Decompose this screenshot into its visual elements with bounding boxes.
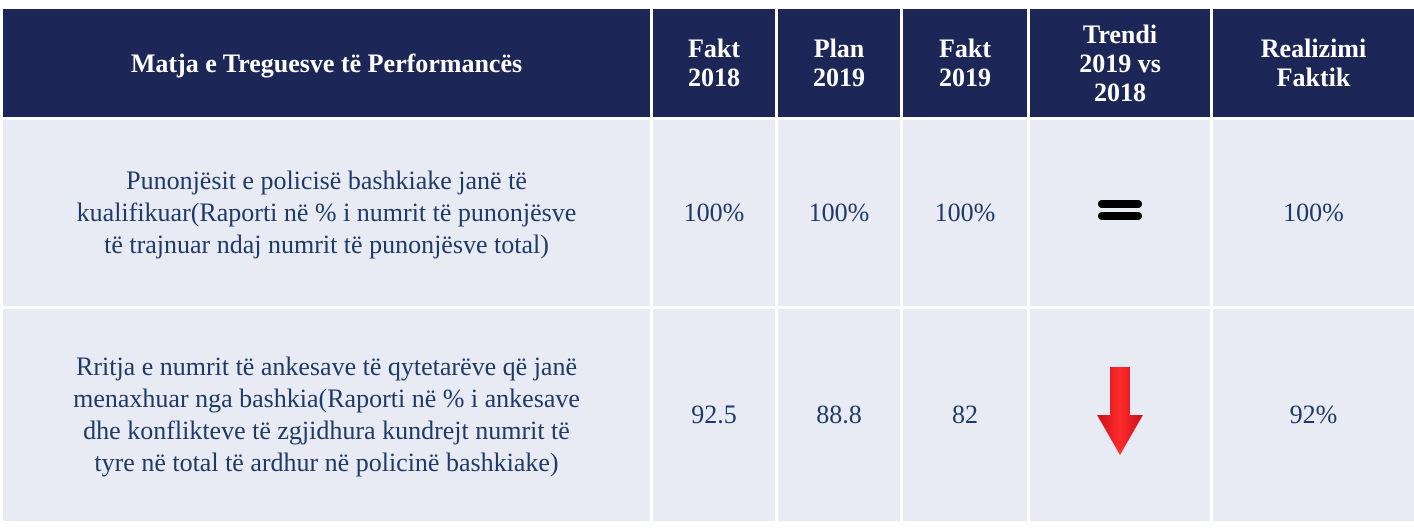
- cell-text-line: 92%: [1289, 400, 1338, 429]
- indicator-cell: Punonjësit e policisë bashkiake janë të k…: [0, 117, 653, 309]
- value-cell: 88.8: [775, 306, 903, 524]
- cell-text-line: Punonjësit e policisë bashkiake janë të: [126, 166, 527, 195]
- table-body: Punonjësit e policisë bashkiake janë të k…: [0, 117, 1414, 524]
- cell-text-line: Realizimi: [1260, 34, 1367, 63]
- table: Matja e Treguesve të Performancës Fakt 201…: [0, 9, 1414, 524]
- value-cell: 92%: [1210, 306, 1414, 524]
- cell-text-line: 2019: [813, 63, 865, 92]
- cell-text-line: 2019 vs: [1079, 48, 1161, 78]
- cell-text-line: 92.5: [691, 400, 737, 429]
- cell-text-line: Trendi: [1082, 19, 1158, 49]
- cell-text-line: 100%: [1283, 198, 1344, 227]
- cell-text-line: menaxhuar nga bashkia(Raporti në % i ank…: [73, 384, 580, 413]
- cell-text-line: 82: [952, 400, 978, 429]
- value-cell: 100%: [900, 117, 1030, 309]
- cell-text-line: 100%: [934, 198, 996, 227]
- cell-text-line: Rritja e numrit të ankesave të qytetarëv…: [76, 352, 577, 381]
- header-cell: Fakt 2019: [900, 9, 1030, 120]
- cell-text-line: Matja e Treguesve të Performancës: [130, 48, 523, 78]
- value-cell: 100%: [1210, 117, 1414, 309]
- cell-text-line: dhe konflikteve të zgjidhura kundrejt nu…: [83, 416, 570, 445]
- cell-text-line: tyre në total të ardhur në policinë bash…: [94, 448, 559, 477]
- cell-text-line: Plan: [813, 34, 865, 63]
- header-cell: Realizimi Faktik: [1210, 9, 1414, 120]
- value-cell: 92.5: [650, 306, 778, 524]
- cell-text-line: 2019: [939, 63, 991, 92]
- cell-text-line: 88.8: [816, 400, 862, 429]
- table-row: Punonjësit e policisë bashkiake janë të k…: [0, 117, 1414, 309]
- header-cell: Trendi 2019 vs 2018: [1027, 9, 1213, 120]
- table-header: Matja e Treguesve të Performancës Fakt 201…: [0, 9, 1414, 120]
- table-wrap: Matja e Treguesve të Performancës Fakt 201…: [0, 9, 1414, 524]
- cell-text-line: Fakt: [939, 34, 991, 63]
- header-cell: Plan 2019: [775, 9, 903, 120]
- cell-text-line: Fakt: [688, 34, 740, 63]
- cell-text-line: të trajnuar ndaj numrit të punonjësve to…: [104, 230, 549, 259]
- cell-text-line: 100%: [808, 198, 870, 227]
- cell-text-line: 2018: [688, 63, 740, 92]
- cell-text-line: 2018: [1094, 77, 1146, 107]
- header-cell: Matja e Treguesve të Performancës: [0, 9, 653, 120]
- value-cell: 82: [900, 306, 1030, 524]
- cell-text-line: 100%: [683, 198, 745, 227]
- cell-text-line: Faktik: [1276, 63, 1351, 92]
- value-cell: [1027, 306, 1213, 524]
- table-row: Rritja e numrit të ankesave të qytetarëv…: [0, 306, 1414, 524]
- value-cell: 100%: [775, 117, 903, 309]
- value-cell: 100%: [650, 117, 778, 309]
- trend-down-icon: [1097, 367, 1143, 455]
- cell-text-line: kualifikuar(Raporti në % i numrit të pun…: [76, 198, 577, 227]
- indicator-cell: Rritja e numrit të ankesave të qytetarëv…: [0, 306, 653, 524]
- header-cell: Fakt 2018: [650, 9, 778, 120]
- header-row: Matja e Treguesve të Performancës Fakt 201…: [0, 9, 1414, 120]
- value-cell: [1027, 117, 1213, 309]
- trend-equal-icon: [1098, 200, 1142, 220]
